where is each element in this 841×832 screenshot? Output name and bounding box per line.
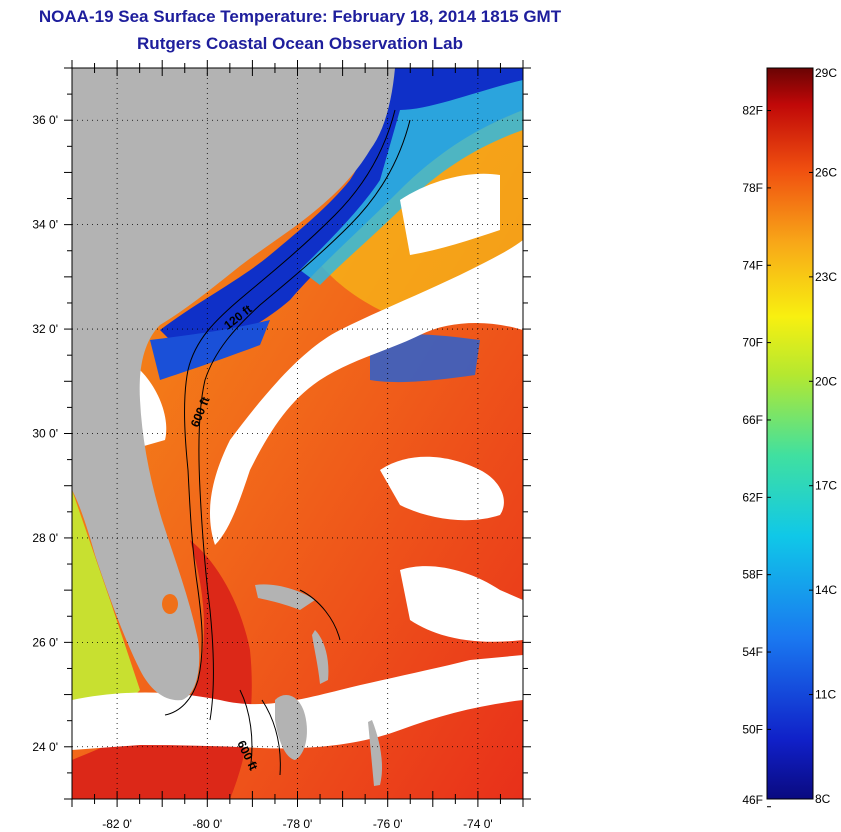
fahrenheit-label: 78F	[742, 181, 763, 195]
lon-tick-label: -76 0'	[373, 817, 403, 831]
gulf-coastal-water	[72, 490, 140, 740]
lat-tick-label: 30 0'	[32, 427, 58, 441]
us-mainland	[72, 68, 395, 701]
contour-600ft	[198, 119, 411, 721]
celsius-label: 20C	[815, 374, 837, 388]
lat-tick-label: 32 0'	[32, 322, 58, 336]
cool-transition-water	[300, 80, 523, 285]
lon-tick-label: -80 0'	[192, 817, 222, 831]
abaco-island	[312, 630, 329, 684]
celsius-label: 8C	[815, 792, 831, 806]
celsius-label: 14C	[815, 583, 837, 597]
lat-tick-label: 24 0'	[32, 740, 58, 754]
contour-bahamas	[239, 589, 341, 776]
fahrenheit-label: 82F	[742, 104, 763, 118]
andros-island	[275, 695, 307, 760]
fahrenheit-label: 54F	[742, 645, 763, 659]
lon-tick-label: -74 0'	[463, 817, 493, 831]
long-island-bahamas	[368, 720, 383, 786]
gridlines	[72, 68, 523, 799]
colorbar-frame	[766, 67, 814, 800]
celsius-label: 23C	[815, 270, 837, 284]
cold-patch	[370, 334, 480, 383]
cloud-cover-north	[400, 173, 500, 255]
contour-120ft	[164, 109, 396, 716]
lat-tick-label: 28 0'	[32, 531, 58, 545]
lon-tick-label: -78 0'	[283, 817, 313, 831]
fahrenheit-label: 66F	[742, 413, 763, 427]
lat-tick-label: 34 0'	[32, 218, 58, 232]
fahrenheit-label: 74F	[742, 258, 763, 272]
map-title: NOAA-19 Sea Surface Temperature: Februar…	[38, 7, 562, 26]
lat-tick-label: 26 0'	[32, 635, 58, 649]
fahrenheit-label: 70F	[742, 336, 763, 350]
fahrenheit-label: 58F	[742, 568, 763, 582]
lon-tick-label: -82 0'	[102, 817, 132, 831]
lat-tick-label: 36 0'	[32, 113, 58, 127]
map-axes: -82 0' -80 0' -78 0' -76 0' -74 0' 36 0' 34 0'…	[32, 60, 531, 831]
cold-shelf-water-south	[150, 320, 270, 380]
celsius-label: 17C	[815, 479, 837, 493]
colorbar-axes: 29C 26C 23C 20C 17C 14C 11C 8C 82F 78F 74F 70F 66F 62…	[742, 66, 837, 808]
celsius-label: 26C	[815, 165, 837, 179]
cloud-cover-main	[210, 240, 523, 545]
celsius-label: 29C	[815, 66, 837, 80]
cloud-cover-southeast	[400, 566, 523, 642]
colorbar	[767, 68, 813, 799]
cloud-cover-east	[380, 456, 504, 521]
celsius-label: 11C	[815, 688, 836, 702]
sst-map: 120 ft 600 ft 600 ft	[72, 68, 523, 799]
map-subtitle: Rutgers Coastal Ocean Observation Lab	[137, 34, 463, 53]
fahrenheit-label: 46F	[742, 793, 763, 807]
grand-bahama-island	[255, 584, 315, 610]
lake-okeechobee	[162, 594, 178, 614]
fahrenheit-label: 50F	[742, 722, 763, 736]
fahrenheit-label: 62F	[742, 490, 763, 504]
